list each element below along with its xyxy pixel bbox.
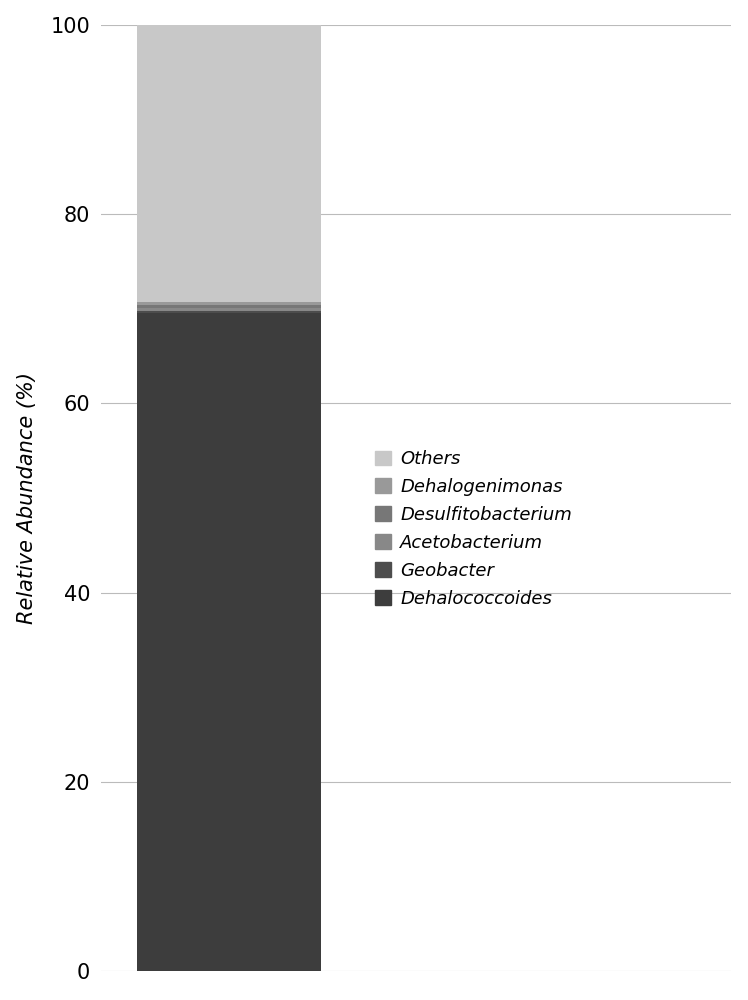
Bar: [137, 305, 321, 308]
Legend: Others, Dehalogenimonas, Desulfitobacterium, Acetobacterium, Geobacter, Dehaloco: Others, Dehalogenimonas, Desulfitobacter…: [375, 450, 572, 608]
Y-axis label: Relative Abundance (%): Relative Abundance (%): [16, 372, 37, 624]
Bar: [137, 308, 321, 311]
Bar: [137, 302, 321, 305]
Bar: [137, 25, 321, 302]
Bar: [137, 311, 321, 313]
Bar: [137, 313, 321, 971]
